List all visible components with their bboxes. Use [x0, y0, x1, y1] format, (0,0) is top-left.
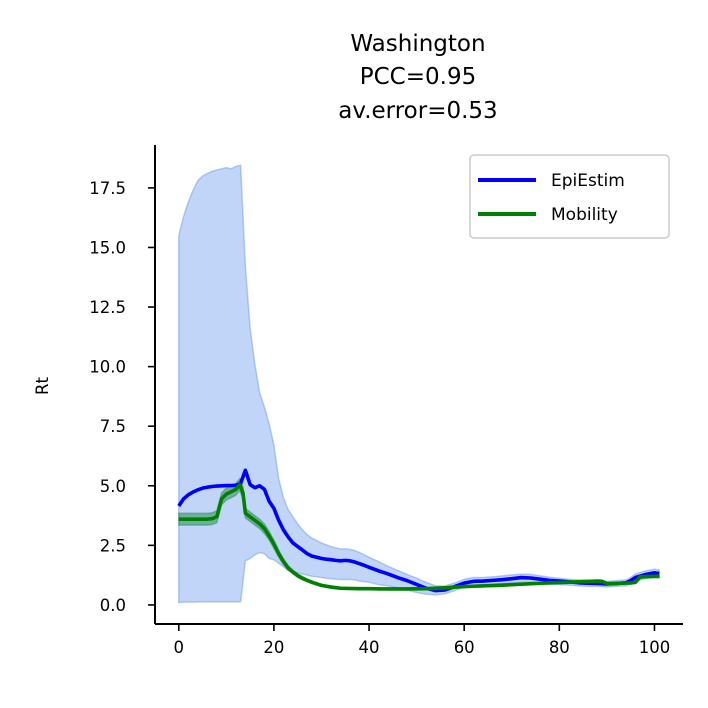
y-axis-label: Rt [33, 377, 52, 395]
y-tick-label: 10.0 [89, 358, 126, 377]
legend: EpiEstim Mobility [469, 154, 670, 239]
title-line-3: av.error=0.53 [338, 98, 497, 124]
x-tick-label: 100 [639, 638, 671, 657]
chart-title: Washington PCC=0.95 av.error=0.53 [338, 31, 497, 124]
y-tick-label: 2.5 [100, 536, 126, 555]
y-tick-label: 15.0 [89, 238, 126, 257]
y-tick-label: 0.0 [100, 596, 126, 615]
series-lines [177, 468, 660, 593]
x-tick-label: 0 [174, 638, 185, 657]
x-axis-ticks: 0 20 40 60 80 100 [174, 624, 671, 657]
legend-label-epiestim: EpiEstim [551, 171, 625, 191]
title-line-2: PCC=0.95 [360, 64, 476, 90]
y-tick-label: 17.5 [89, 179, 126, 198]
series-line-mobility [178, 482, 660, 591]
x-tick-label: 60 [454, 638, 475, 657]
legend-box [469, 154, 670, 239]
x-tick-label: 20 [263, 638, 284, 657]
title-line-1: Washington [350, 31, 485, 57]
y-tick-label: 12.5 [89, 298, 126, 317]
x-tick-label: 80 [549, 638, 570, 657]
legend-label-mobility: Mobility [551, 205, 618, 225]
x-tick-label: 40 [359, 638, 380, 657]
y-tick-label: 7.5 [100, 417, 126, 436]
y-tick-label: 5.0 [100, 477, 126, 496]
y-axis-ticks: 0.0 2.5 5.0 7.5 10.0 12.5 15.0 17.5 [89, 179, 155, 615]
